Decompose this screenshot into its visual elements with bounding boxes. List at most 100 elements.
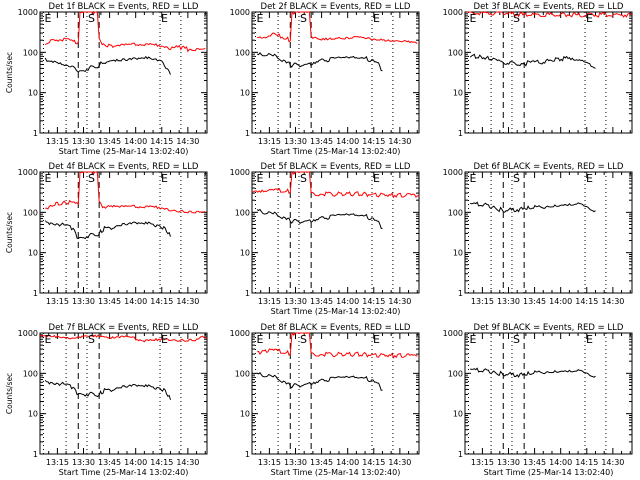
panel-9-black-series-line <box>470 367 596 379</box>
panel-1-flag-s: S <box>88 12 95 25</box>
panel-7-x-tick-label: 14:00 <box>124 458 147 467</box>
panel-2-y-tick-label: 100 <box>235 48 250 57</box>
panel-6-y-tick-label: 1000 <box>443 168 463 177</box>
panel-4-y-tick-label: 1 <box>33 289 38 298</box>
panel-4-y-tick-label: 10 <box>28 249 38 258</box>
panel-4-y-axis-label: Counts/sec <box>5 212 14 253</box>
panel-8-flag-s: S <box>300 333 307 346</box>
panel-1-x-tick-label: 14:15 <box>150 137 173 146</box>
panel-5-x-axis-label: Start Time (25-Mar-14 13:02:40) <box>271 307 401 316</box>
panel-8-x-tick-label: 14:00 <box>336 458 359 467</box>
panel-6-x-tick-label: 14:00 <box>549 297 572 306</box>
panel-3: Det 3f BLACK = Events, RED = LLD 1 10 100 10… <box>443 2 633 138</box>
panel-1-frame <box>39 11 208 134</box>
panel-9-y-tick-label: 100 <box>448 369 463 378</box>
panel-3-flag-e: E <box>586 12 593 25</box>
panel-3-flag-e: E <box>469 12 476 25</box>
panel-9-x-axis-label: Start Time (25-Mar-14 13:02:40) <box>484 468 614 477</box>
panel-8-frame <box>251 332 420 455</box>
panel-3-y-tick-label: 1 <box>458 129 463 138</box>
panel-9-x-tick-label: 14:30 <box>601 458 624 467</box>
panel-7-y-tick-label: 1 <box>33 450 38 459</box>
panel-9-x-tick-label: 13:45 <box>523 458 546 467</box>
panel-2-x-tick-label: 14:15 <box>362 137 385 146</box>
panel-4-black-series-line <box>44 220 171 240</box>
panel-1-y-tick-label: 1 <box>33 129 38 138</box>
panel-6-x-tick-label: 14:30 <box>601 297 624 306</box>
panel-7-x-axis-label: Start Time (25-Mar-14 13:02:40) <box>59 468 189 477</box>
panel-7-red-series-line <box>39 334 208 343</box>
panel-5-x-tick-label: 13:45 <box>310 297 333 306</box>
panel-9-y-tick-label: 1 <box>458 450 463 459</box>
panel-6-y-tick-label: 10 <box>453 249 463 258</box>
panel-8-x-axis-label: Start Time (25-Mar-14 13:02:40) <box>271 468 401 477</box>
panel-7-x-tick-label: 14:30 <box>176 458 199 467</box>
panel-9-frame <box>464 332 633 455</box>
panel-7-black-series-line <box>44 379 171 401</box>
panel-2-title: Det 2f BLACK = Events, RED = LLD <box>261 2 411 12</box>
panel-1-flag-e: E <box>161 12 168 25</box>
panel-7-y-tick-label: 100 <box>23 369 38 378</box>
panel-6-x-tick-label: 14:15 <box>575 297 598 306</box>
panel-1-flag-e: E <box>44 12 51 25</box>
panel-8-x-tick-label: 13:15 <box>258 458 281 467</box>
panel-8-x-tick-label: 13:45 <box>310 458 333 467</box>
panel-4-red-series-line <box>45 171 206 214</box>
panel-9-title: Det 9f BLACK = Events, RED = LLD <box>474 323 624 333</box>
panel-8-x-tick-label: 14:30 <box>388 458 411 467</box>
panel-2-flag-e: E <box>256 12 263 25</box>
panel-4: Det 4f BLACK = Events, RED = LLD 1 10 100 10… <box>5 162 208 306</box>
panel-7-x-tick-label: 13:15 <box>46 458 69 467</box>
panel-8-x-tick-label: 14:15 <box>362 458 385 467</box>
panel-5-x-tick-label: 13:30 <box>284 297 307 306</box>
panel-5-flag-e: E <box>373 172 380 185</box>
panel-5-x-tick-label: 13:15 <box>258 297 281 306</box>
panel-2-x-tick-label: 13:15 <box>258 137 281 146</box>
panel-5-y-tick-label: 1 <box>245 289 250 298</box>
panel-5-black-series-line <box>256 208 383 229</box>
panel-1-x-axis-label: Start Time (25-Mar-14 13:02:40) <box>59 147 189 156</box>
panel-7-flag-s: S <box>88 333 95 346</box>
panel-9-flag-e: E <box>586 333 593 346</box>
panel-1-x-tick-label: 13:45 <box>98 137 121 146</box>
panel-1-title: Det 1f BLACK = Events, RED = LLD <box>49 2 199 12</box>
panel-9-x-tick-label: 13:15 <box>471 458 494 467</box>
panel-1-red-series-line <box>44 11 206 53</box>
panel-1-y-tick-label: 1000 <box>18 8 38 17</box>
panel-1-x-tick-label: 13:15 <box>46 137 69 146</box>
panel-9-flag-s: S <box>513 333 520 346</box>
panel-8: Det 8f BLACK = Events, RED = LLD 1 10 100 10… <box>230 323 420 477</box>
panel-7-x-tick-label: 14:15 <box>150 458 173 467</box>
panel-4-x-tick-label: 13:30 <box>72 297 95 306</box>
panel-2-y-tick-label: 1000 <box>230 8 250 17</box>
panel-7-y-tick-label: 10 <box>28 410 38 419</box>
panel-4-x-tick-label: 14:30 <box>176 297 199 306</box>
panel-7: Det 7f BLACK = Events, RED = LLD 1 10 100 10… <box>5 323 208 477</box>
panel-5-title: Det 5f BLACK = Events, RED = LLD <box>261 162 411 172</box>
panel-1-x-tick-label: 14:30 <box>176 137 199 146</box>
panel-8-title: Det 8f BLACK = Events, RED = LLD <box>261 323 411 333</box>
panel-8-black-series-line <box>256 371 383 391</box>
panel-2-x-tick-label: 14:00 <box>336 137 359 146</box>
panel-4-y-tick-label: 1000 <box>18 168 38 177</box>
panel-4-title: Det 4f BLACK = Events, RED = LLD <box>49 162 199 172</box>
panel-4-flag-e: E <box>44 172 51 185</box>
panel-6: Det 6f BLACK = Events, RED = LLD 1 10 100 10… <box>443 162 633 306</box>
panel-5-y-tick-label: 1000 <box>230 168 250 177</box>
panel-5-y-tick-label: 100 <box>235 208 250 217</box>
panel-1-x-tick-label: 13:30 <box>72 137 95 146</box>
panel-3-red-series-line <box>466 11 633 18</box>
panel-2-y-tick-label: 1 <box>245 129 250 138</box>
panel-6-flag-e: E <box>469 172 476 185</box>
panel-9-flag-e: E <box>469 333 476 346</box>
panel-2-flag-s: S <box>300 12 307 25</box>
panel-7-flag-e: E <box>44 333 51 346</box>
panel-8-x-tick-label: 13:30 <box>284 458 307 467</box>
panel-3-y-tick-label: 1000 <box>443 8 463 17</box>
panel-4-frame <box>39 171 208 294</box>
panel-8-red-series-line <box>257 331 418 359</box>
panel-3-black-series-line <box>469 53 596 69</box>
panel-7-frame <box>39 332 208 455</box>
panel-2: Det 2f BLACK = Events, RED = LLD 1 10 100 10… <box>230 2 420 156</box>
